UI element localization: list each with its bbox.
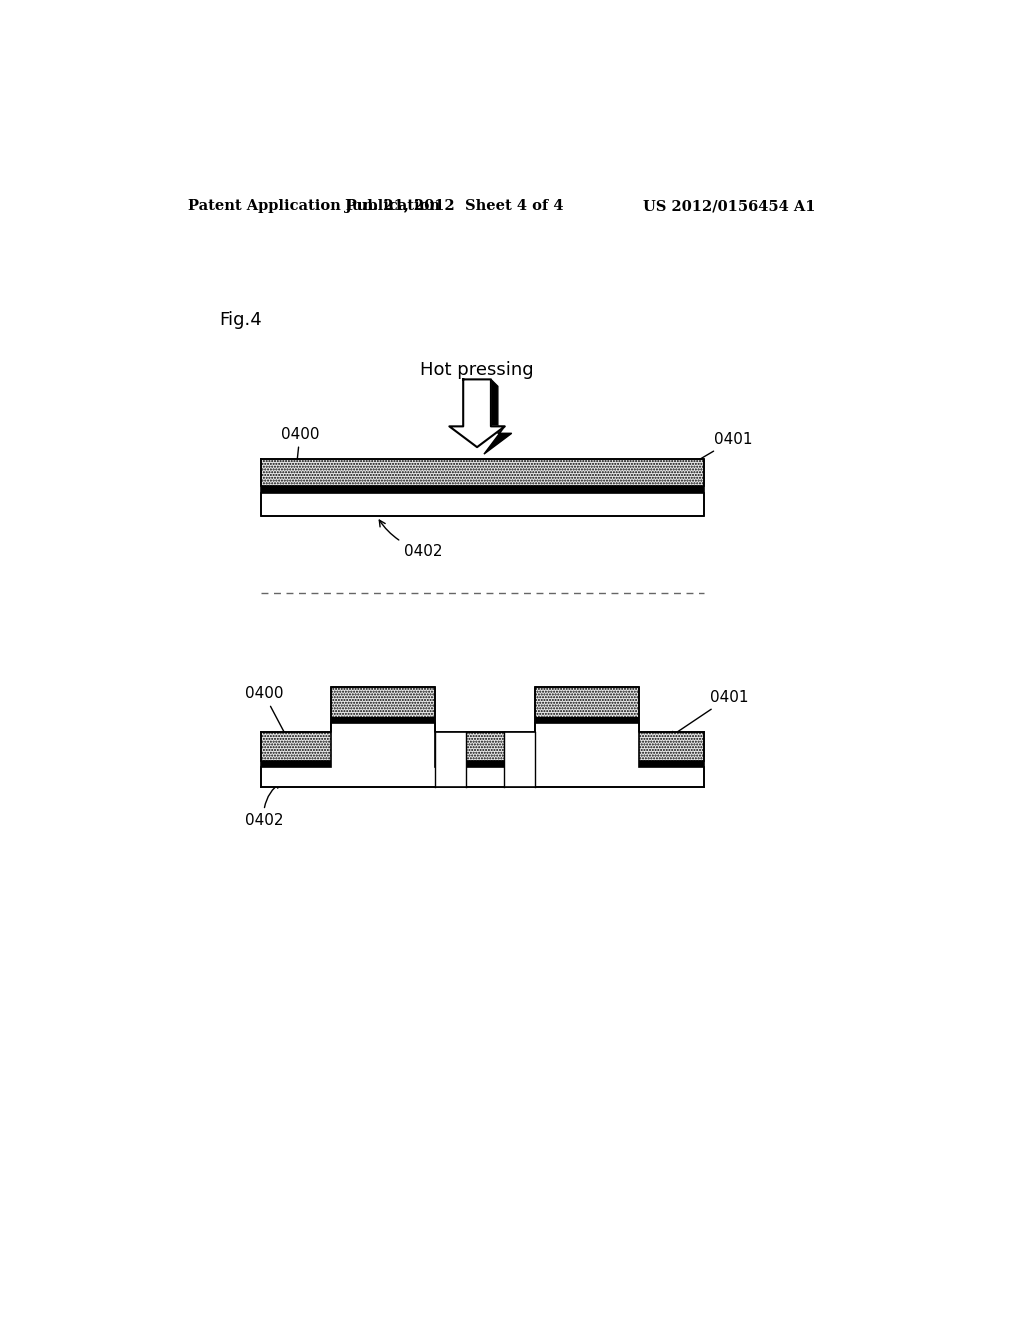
Text: 0402: 0402 — [245, 783, 283, 828]
Bar — [261, 459, 705, 486]
Text: Hot pressing: Hot pressing — [420, 362, 534, 379]
Text: 0401: 0401 — [670, 690, 749, 738]
Bar — [435, 733, 466, 788]
Text: US 2012/0156454 A1: US 2012/0156454 A1 — [643, 199, 815, 213]
Bar — [504, 733, 535, 788]
Polygon shape — [261, 723, 705, 788]
Text: Jun. 21, 2012  Sheet 4 of 4: Jun. 21, 2012 Sheet 4 of 4 — [345, 199, 563, 213]
Text: 0401: 0401 — [685, 432, 753, 469]
Text: Fig.4: Fig.4 — [219, 312, 262, 329]
Polygon shape — [450, 379, 505, 447]
Text: 0400: 0400 — [245, 686, 290, 743]
Polygon shape — [261, 717, 705, 767]
Polygon shape — [261, 688, 705, 762]
Text: 0402: 0402 — [379, 520, 442, 558]
Polygon shape — [484, 379, 512, 454]
Bar — [261, 494, 705, 516]
Text: 0400: 0400 — [281, 426, 319, 466]
Bar — [261, 486, 705, 494]
Text: Patent Application Publication: Patent Application Publication — [188, 199, 440, 213]
